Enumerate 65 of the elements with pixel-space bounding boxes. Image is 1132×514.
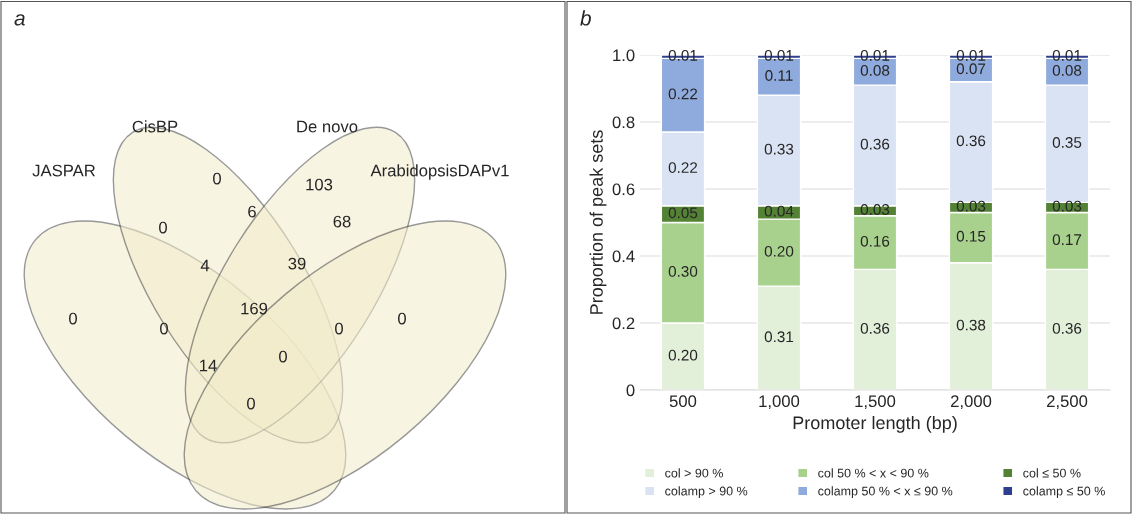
y-tick-label: 0.4 <box>612 250 635 263</box>
data-label: 0.31 <box>764 331 794 343</box>
legend-label: col ≤ 50 % <box>1023 468 1081 478</box>
text: a <box>14 14 25 26</box>
chart-title: b <box>580 10 591 26</box>
text: 14 <box>200 359 217 372</box>
text: 0 <box>160 322 168 335</box>
data-label: 0.03 <box>860 204 890 215</box>
text: 0 <box>247 397 255 410</box>
data-label: 0.22 <box>668 162 698 173</box>
data-label: 0.08 <box>1052 65 1082 76</box>
y-axis-title: Proportion of peak sets <box>589 130 607 314</box>
text: 68 <box>333 215 351 228</box>
x-tick-label: 500 <box>669 395 697 408</box>
data-label: 0.08 <box>860 65 890 76</box>
text: 0 <box>398 312 406 325</box>
data-label: 0.36 <box>860 322 890 334</box>
legend-label: colamp > 90 % <box>665 486 748 498</box>
category-label: ArabidopsisDAPv1 <box>370 164 509 180</box>
data-label: 0.38 <box>956 319 986 331</box>
y-tick-label: 0 <box>626 384 635 397</box>
data-label: 0.36 <box>956 135 986 147</box>
y-tick-label: 0.6 <box>612 183 635 196</box>
legend-label: colamp 50 % < x ≤ 90 % <box>818 486 953 498</box>
category-label: JASPAR <box>32 164 96 177</box>
x-tick-label: 1,500 <box>855 395 896 410</box>
y-tick-label: 0.8 <box>612 116 635 129</box>
legend-label: col > 90 % <box>665 468 723 478</box>
data-label: 0.04 <box>764 205 794 217</box>
legend-label: col 50 % < x < 90 % <box>818 468 929 478</box>
text: 169 <box>241 302 268 315</box>
data-label: 0.16 <box>860 235 890 247</box>
data-label: 0.35 <box>1052 137 1082 148</box>
data-label: 0.20 <box>764 245 794 257</box>
data-label: 0.17 <box>1052 234 1082 246</box>
text: 6 <box>248 205 256 218</box>
category-label: CisBP <box>132 120 178 133</box>
x-tick-label: 2,000 <box>951 395 992 410</box>
text: 103 <box>306 178 333 191</box>
y-tick-label: 0.2 <box>612 317 635 330</box>
legend-label: colamp ≤ 50 % <box>1023 486 1105 498</box>
data-label: 0.30 <box>668 266 698 277</box>
data-label: 0.11 <box>765 70 793 81</box>
data-label: 0.22 <box>668 88 698 100</box>
text: 0 <box>335 322 343 335</box>
data-label: 0.03 <box>956 200 986 212</box>
data-label: 0.15 <box>956 230 986 242</box>
data-label: 0.05 <box>668 207 698 219</box>
x-tick-label: 2,500 <box>1047 395 1088 410</box>
text: 39 <box>288 257 306 270</box>
y-tick-label: 1.0 <box>613 49 635 62</box>
text: 4 <box>200 259 210 272</box>
text: 0 <box>159 221 167 234</box>
text: 0 <box>213 172 221 185</box>
data-label: 0.36 <box>860 138 890 150</box>
data-label: 0.03 <box>1052 200 1082 212</box>
data-label: 0.07 <box>956 63 986 75</box>
x-axis-title: Promoter length (bp) <box>793 415 957 433</box>
data-label: 0.36 <box>1052 322 1082 334</box>
text: 0 <box>69 312 77 325</box>
data-label: 0.33 <box>764 143 794 155</box>
data-label: 0.20 <box>668 349 698 361</box>
category-label: De novo <box>297 120 358 133</box>
x-tick-label: 1,000 <box>759 395 800 410</box>
text: 0 <box>279 350 287 363</box>
